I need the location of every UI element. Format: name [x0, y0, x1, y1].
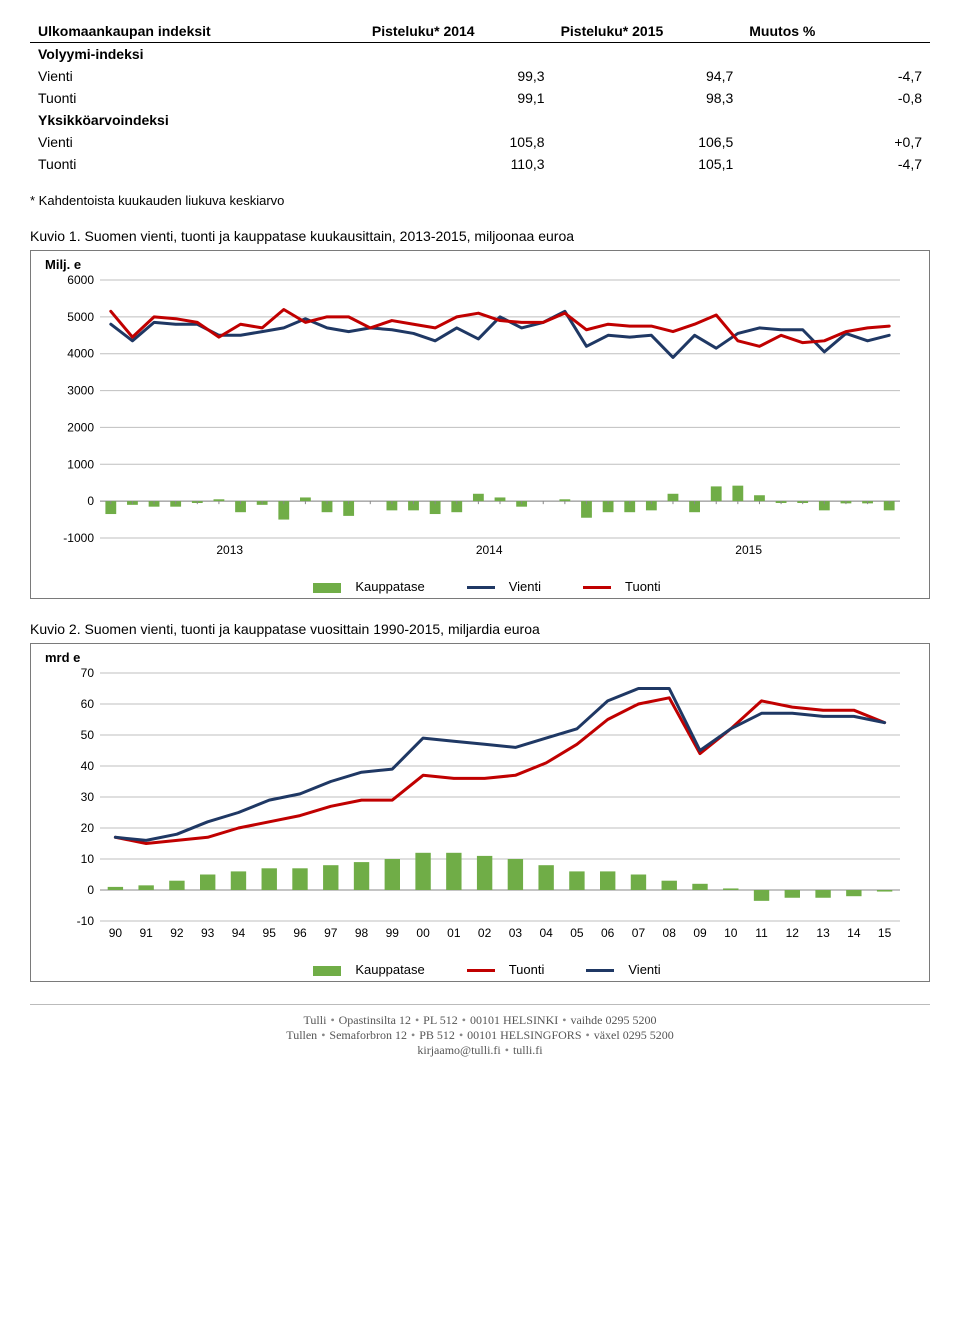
col-header: Ulkomaankaupan indeksit [30, 20, 364, 43]
chart2-legend: Kauppatase Tuonti Vienti [41, 962, 919, 977]
svg-text:14: 14 [847, 926, 861, 940]
page-footer: Tulli•Opastinsilta 12•PL 512•00101 HELSI… [30, 1004, 930, 1058]
row-value: 105,8 [364, 131, 553, 153]
svg-text:96: 96 [293, 926, 307, 940]
svg-text:95: 95 [263, 926, 277, 940]
footer-line: Tullen•Semaforbron 12•PB 512•00101 HELSI… [30, 1028, 930, 1043]
svg-text:60: 60 [81, 697, 95, 711]
svg-text:40: 40 [81, 759, 95, 773]
svg-text:50: 50 [81, 728, 95, 742]
row-value: 94,7 [553, 65, 742, 87]
svg-text:99: 99 [386, 926, 400, 940]
index-table: Ulkomaankaupan indeksit Pisteluku* 2014 … [30, 20, 930, 175]
svg-text:07: 07 [632, 926, 646, 940]
chart1-svg: -1000 0 1000 2000 3000 4000 5000 6000 2013 2014 20… [41, 274, 919, 574]
row-value: 99,3 [364, 65, 553, 87]
svg-text:90: 90 [109, 926, 123, 940]
row-value: +0,7 [741, 131, 930, 153]
col-header: Pisteluku* 2014 [364, 20, 553, 43]
svg-text:10: 10 [81, 852, 95, 866]
svg-text:06: 06 [601, 926, 615, 940]
legend-item: Tuonti [569, 579, 661, 594]
chart1-title: Kuvio 1. Suomen vienti, tuonti ja kauppa… [30, 228, 930, 244]
legend-item: Vienti [453, 579, 541, 594]
row-value: 110,3 [364, 153, 553, 175]
svg-text:02: 02 [478, 926, 492, 940]
row-label: Vienti [30, 65, 364, 87]
svg-text:2000: 2000 [67, 420, 94, 434]
svg-text:04: 04 [539, 926, 553, 940]
section-header: Yksikköarvoindeksi [30, 109, 930, 131]
svg-text:4000: 4000 [67, 347, 94, 361]
footer-line: kirjaamo@tulli.fi•tulli.fi [30, 1043, 930, 1058]
svg-text:91: 91 [139, 926, 153, 940]
row-value: -4,7 [741, 65, 930, 87]
svg-text:-1000: -1000 [63, 531, 94, 545]
chart2-box: mrd e -100102030405060709091929394959697… [30, 643, 930, 982]
table-footnote: * Kahdentoista kuukauden liukuva keskiar… [30, 193, 930, 208]
svg-text:94: 94 [232, 926, 246, 940]
svg-text:09: 09 [693, 926, 707, 940]
svg-text:03: 03 [509, 926, 523, 940]
svg-text:6000: 6000 [67, 274, 94, 287]
svg-text:30: 30 [81, 790, 95, 804]
svg-text:01: 01 [447, 926, 461, 940]
footer-line: Tulli•Opastinsilta 12•PL 512•00101 HELSI… [30, 1013, 930, 1028]
legend-item: Kauppatase [299, 962, 424, 977]
svg-text:98: 98 [355, 926, 369, 940]
row-label: Vienti [30, 131, 364, 153]
row-value: 106,5 [553, 131, 742, 153]
row-value: -4,7 [741, 153, 930, 175]
svg-text:13: 13 [816, 926, 830, 940]
row-value: -0,8 [741, 87, 930, 109]
chart1-legend: Kauppatase Vienti Tuonti [41, 579, 919, 594]
svg-text:12: 12 [786, 926, 800, 940]
svg-text:08: 08 [663, 926, 677, 940]
svg-text:92: 92 [170, 926, 184, 940]
chart1-ylabel: Milj. e [45, 257, 919, 272]
svg-text:20: 20 [81, 821, 95, 835]
col-header: Muutos % [741, 20, 930, 43]
svg-text:2013: 2013 [216, 543, 243, 557]
svg-text:05: 05 [570, 926, 584, 940]
svg-text:2014: 2014 [476, 543, 503, 557]
svg-text:10: 10 [724, 926, 738, 940]
svg-text:0: 0 [87, 883, 94, 897]
svg-text:3000: 3000 [67, 384, 94, 398]
svg-text:11: 11 [755, 926, 768, 940]
row-value: 98,3 [553, 87, 742, 109]
svg-text:5000: 5000 [67, 310, 94, 324]
legend-item: Vienti [572, 962, 660, 977]
svg-text:1000: 1000 [67, 457, 94, 471]
svg-text:0: 0 [87, 494, 94, 508]
row-value: 99,1 [364, 87, 553, 109]
chart1-box: Milj. e -1000 0 1000 2000 3000 4000 5000 6000 20… [30, 250, 930, 599]
svg-text:97: 97 [324, 926, 338, 940]
svg-text:-10: -10 [77, 914, 95, 928]
svg-text:2015: 2015 [735, 543, 762, 557]
row-value: 105,1 [553, 153, 742, 175]
chart2-title: Kuvio 2. Suomen vienti, tuonti ja kauppa… [30, 621, 930, 637]
col-header: Pisteluku* 2015 [553, 20, 742, 43]
chart2-ylabel: mrd e [45, 650, 919, 665]
svg-text:00: 00 [416, 926, 430, 940]
svg-text:15: 15 [878, 926, 892, 940]
chart2-svg: -100102030405060709091929394959697989900… [41, 667, 919, 957]
row-label: Tuonti [30, 87, 364, 109]
svg-text:93: 93 [201, 926, 215, 940]
row-label: Tuonti [30, 153, 364, 175]
legend-item: Kauppatase [299, 579, 424, 594]
svg-text:70: 70 [81, 667, 95, 680]
legend-item: Tuonti [453, 962, 545, 977]
section-header: Volyymi-indeksi [30, 43, 930, 66]
